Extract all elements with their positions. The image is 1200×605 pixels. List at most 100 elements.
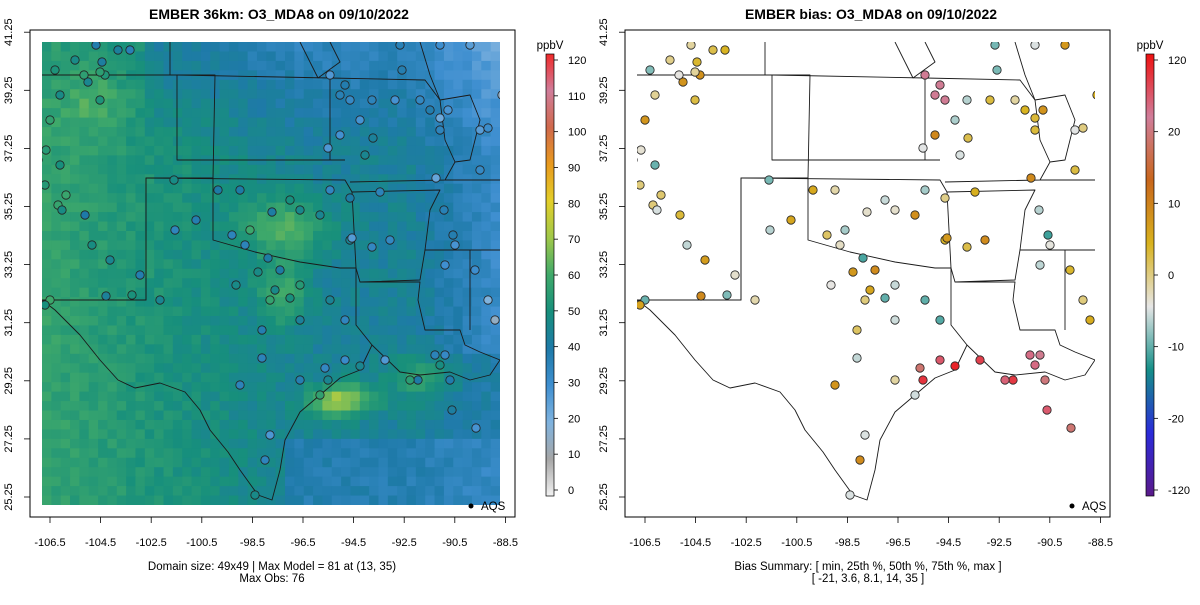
field-cell bbox=[369, 457, 380, 468]
field-cell bbox=[322, 221, 333, 232]
field-cell bbox=[135, 221, 146, 232]
field-cell bbox=[406, 467, 417, 478]
field-cell bbox=[88, 155, 99, 166]
field-cell bbox=[98, 297, 109, 308]
field-cell bbox=[378, 495, 389, 505]
field-cell bbox=[322, 240, 333, 251]
field-cell bbox=[359, 174, 370, 185]
field-cell bbox=[378, 382, 389, 393]
field-cell bbox=[200, 448, 211, 459]
field-cell bbox=[303, 467, 314, 478]
field-cell bbox=[163, 334, 174, 345]
field-cell bbox=[275, 316, 286, 327]
aqs-station-point bbox=[295, 205, 305, 215]
field-cell bbox=[163, 155, 174, 166]
field-cell bbox=[135, 108, 146, 119]
field-cell bbox=[98, 325, 109, 336]
field-cell bbox=[51, 391, 62, 402]
aqs-station-bias-point bbox=[830, 185, 840, 195]
field-cell bbox=[42, 363, 52, 374]
field-cell bbox=[219, 70, 230, 81]
field-cell bbox=[79, 495, 90, 505]
field-cell bbox=[359, 259, 370, 270]
x-tick-label: -100.5 bbox=[781, 537, 812, 549]
field-cell bbox=[210, 164, 221, 175]
field-cell bbox=[70, 401, 80, 412]
field-cell bbox=[481, 457, 492, 468]
field-cell bbox=[163, 79, 174, 90]
field-cell bbox=[415, 212, 426, 223]
field-cell bbox=[481, 438, 492, 449]
field-cell bbox=[378, 448, 389, 459]
field-cell bbox=[359, 108, 370, 119]
field-cell bbox=[471, 467, 482, 478]
field-cell bbox=[369, 495, 380, 505]
field-cell bbox=[191, 495, 202, 505]
field-cell bbox=[247, 202, 258, 213]
field-cell bbox=[116, 51, 127, 62]
field-cell bbox=[116, 145, 127, 156]
field-cell bbox=[51, 117, 62, 128]
field-cell bbox=[238, 145, 249, 156]
field-cell bbox=[303, 98, 314, 109]
field-cell bbox=[313, 221, 324, 232]
field-cell bbox=[79, 79, 90, 90]
field-cell bbox=[126, 278, 137, 289]
field-cell bbox=[415, 174, 426, 185]
field-cell bbox=[256, 60, 267, 71]
field-cell bbox=[303, 476, 314, 487]
field-cell bbox=[425, 145, 436, 156]
field-cell bbox=[462, 221, 473, 232]
field-cell bbox=[434, 117, 445, 128]
field-cell bbox=[79, 98, 90, 109]
field-cell bbox=[266, 70, 277, 81]
field-cell bbox=[275, 42, 286, 53]
field-cell bbox=[126, 316, 137, 327]
field-cell bbox=[275, 363, 286, 374]
colorbar-tick-label: 40 bbox=[568, 342, 580, 354]
field-cell bbox=[88, 108, 99, 119]
field-cell bbox=[462, 344, 473, 355]
field-cell bbox=[144, 353, 155, 364]
field-cell bbox=[228, 353, 239, 364]
field-cell bbox=[331, 334, 342, 345]
field-cell bbox=[387, 249, 398, 260]
field-cell bbox=[359, 240, 370, 251]
aqs-station-bias-point bbox=[652, 205, 662, 215]
field-cell bbox=[443, 448, 454, 459]
field-cell bbox=[219, 325, 230, 336]
field-cell bbox=[200, 183, 211, 194]
field-cell bbox=[154, 89, 165, 100]
field-cell bbox=[163, 268, 174, 279]
field-cell bbox=[98, 495, 109, 505]
field-cell bbox=[135, 353, 146, 364]
field-cell bbox=[322, 164, 333, 175]
field-cell bbox=[60, 183, 71, 194]
field-cell bbox=[415, 448, 426, 459]
field-cell bbox=[200, 136, 211, 147]
field-cell bbox=[415, 486, 426, 497]
field-cell bbox=[443, 363, 454, 374]
field-cell bbox=[294, 438, 305, 449]
field-cell bbox=[51, 287, 62, 298]
field-cell bbox=[163, 486, 174, 497]
field-cell bbox=[313, 230, 324, 242]
field-cell bbox=[163, 136, 174, 147]
field-cell bbox=[266, 193, 277, 204]
field-cell bbox=[406, 401, 417, 412]
field-cell bbox=[490, 495, 500, 505]
field-cell bbox=[387, 212, 398, 223]
field-cell bbox=[266, 98, 277, 109]
field-cell bbox=[462, 429, 473, 440]
field-cell bbox=[481, 60, 492, 71]
field-cell bbox=[397, 334, 408, 345]
field-cell bbox=[303, 249, 314, 260]
field-cell bbox=[294, 401, 305, 412]
field-cell bbox=[285, 117, 295, 128]
field-cell bbox=[60, 297, 71, 308]
field-cell bbox=[247, 476, 258, 487]
field-cell bbox=[107, 401, 118, 412]
field-cell bbox=[322, 448, 333, 459]
field-cell bbox=[397, 325, 408, 336]
field-cell bbox=[387, 325, 398, 336]
